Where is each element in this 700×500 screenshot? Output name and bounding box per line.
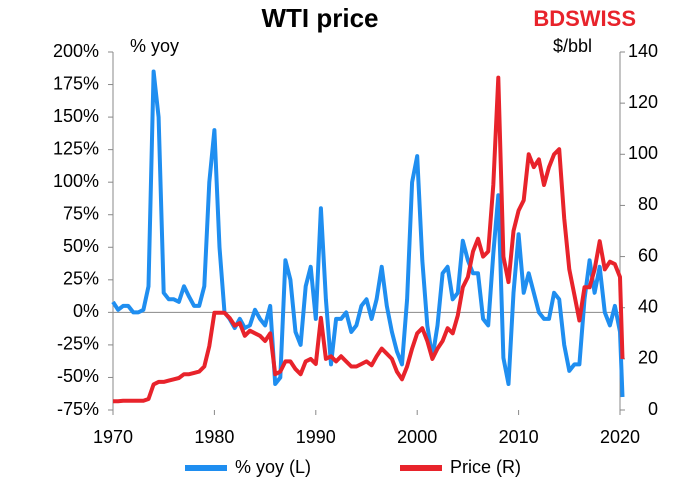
y-tick-label: -25% bbox=[57, 334, 99, 354]
x-tick-label: 2000 bbox=[397, 427, 437, 447]
y-tick-label: 25% bbox=[63, 269, 99, 289]
y2-axis-label: $/bbl bbox=[553, 36, 592, 56]
x-tick-label: 1980 bbox=[194, 427, 234, 447]
y-tick-label: 175% bbox=[53, 73, 99, 93]
y-axis-label: % yoy bbox=[130, 36, 179, 56]
y-tick-label: -75% bbox=[57, 399, 99, 419]
x-tick-label: 2010 bbox=[499, 427, 539, 447]
y2-tick-label: 40 bbox=[638, 296, 658, 316]
x-tick-label: 1990 bbox=[296, 427, 336, 447]
y-tick-label: 200% bbox=[53, 41, 99, 61]
y-tick-label: 150% bbox=[53, 106, 99, 126]
y2-tick-label: 80 bbox=[638, 194, 658, 214]
x-tick-label: 2020 bbox=[600, 427, 640, 447]
x-tick-label: 1970 bbox=[93, 427, 133, 447]
series-line bbox=[113, 75, 625, 404]
y2-tick-label: 120 bbox=[628, 92, 658, 112]
y-tick-label: 125% bbox=[53, 138, 99, 158]
y2-tick-label: 60 bbox=[638, 245, 658, 265]
series-line bbox=[111, 69, 625, 398]
y2-tick-label: 140 bbox=[628, 41, 658, 61]
chart-title: WTI price bbox=[261, 3, 378, 33]
logo: BDSWISS bbox=[533, 6, 636, 31]
legend-label: Price (R) bbox=[450, 457, 521, 477]
y-tick-label: 75% bbox=[63, 203, 99, 223]
y2-tick-label: 20 bbox=[638, 348, 658, 368]
y2-tick-label: 100 bbox=[628, 143, 658, 163]
y-tick-label: 100% bbox=[53, 171, 99, 191]
legend-label: % yoy (L) bbox=[235, 457, 311, 477]
y-tick-label: -50% bbox=[57, 366, 99, 386]
y-tick-label: 50% bbox=[63, 236, 99, 256]
y2-tick-label: 0 bbox=[648, 399, 658, 419]
y-tick-label: 0% bbox=[73, 301, 99, 321]
